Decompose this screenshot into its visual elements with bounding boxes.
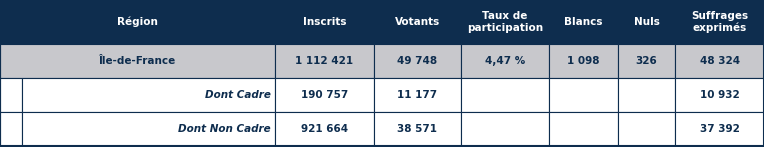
Text: 1 098: 1 098	[567, 56, 600, 66]
Bar	[274, 44, 374, 78]
Bar	[618, 78, 675, 112]
Text: Dont Non Cadre: Dont Non Cadre	[178, 124, 270, 134]
Text: Dont Cadre: Dont Cadre	[205, 90, 270, 100]
Text: 48 324: 48 324	[700, 56, 740, 66]
Bar	[549, 0, 618, 44]
Bar	[549, 78, 618, 112]
Bar	[374, 112, 461, 146]
Bar	[374, 78, 461, 112]
Text: Île-de-France: Île-de-France	[99, 56, 176, 66]
Text: Votants: Votants	[395, 17, 440, 27]
Bar	[22, 112, 274, 146]
Bar	[675, 112, 764, 146]
Text: 190 757: 190 757	[301, 90, 348, 100]
Bar	[461, 0, 549, 44]
Bar	[461, 78, 549, 112]
Bar	[618, 44, 675, 78]
Text: 4,47 %: 4,47 %	[485, 56, 525, 66]
Bar	[274, 78, 374, 112]
Bar	[274, 0, 374, 44]
Bar	[549, 44, 618, 78]
Bar	[274, 112, 374, 146]
Text: Blancs: Blancs	[565, 17, 603, 27]
Text: 1 112 421: 1 112 421	[296, 56, 354, 66]
Bar	[461, 44, 549, 78]
Bar	[675, 0, 764, 44]
Bar	[0, 112, 22, 146]
Text: 921 664: 921 664	[301, 124, 348, 134]
Text: Nuls: Nuls	[633, 17, 659, 27]
Text: Suffrages
exprimés: Suffrages exprimés	[691, 11, 748, 33]
Text: 38 571: 38 571	[397, 124, 438, 134]
Text: 49 748: 49 748	[397, 56, 438, 66]
Text: 326: 326	[636, 56, 658, 66]
Text: 11 177: 11 177	[397, 90, 438, 100]
Bar	[0, 78, 22, 112]
Bar	[549, 112, 618, 146]
Bar	[675, 78, 764, 112]
Bar	[675, 44, 764, 78]
Bar	[618, 0, 675, 44]
Text: Région: Région	[117, 17, 157, 27]
Text: Inscrits: Inscrits	[303, 17, 346, 27]
Text: 37 392: 37 392	[700, 124, 740, 134]
Bar	[618, 112, 675, 146]
Bar	[0, 0, 274, 44]
Text: 10 932: 10 932	[700, 90, 740, 100]
Bar	[461, 112, 549, 146]
Bar	[0, 44, 274, 78]
Bar	[374, 44, 461, 78]
Bar	[374, 0, 461, 44]
Bar	[22, 78, 274, 112]
Text: Taux de
participation: Taux de participation	[467, 11, 543, 33]
